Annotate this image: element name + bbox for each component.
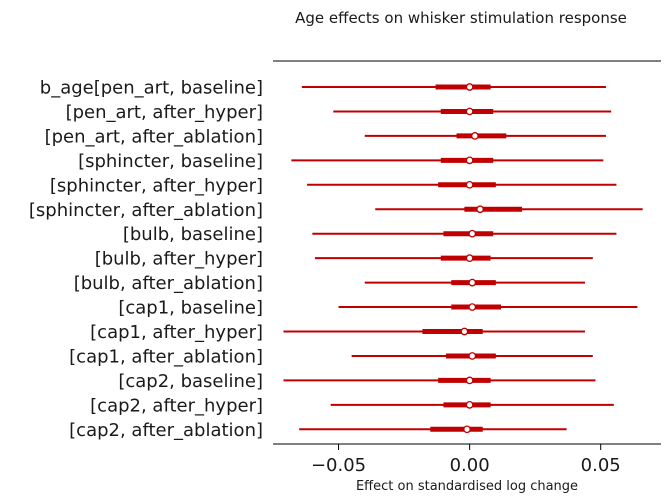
point-estimate-marker [465,376,474,385]
x-tick-label: 0.00 [450,455,490,476]
row-label: [cap2, after_ablation] [69,420,263,441]
point-estimate-marker [468,278,477,287]
point-estimate-marker [468,352,477,360]
row-label: b_age[pen_art, baseline] [40,78,263,99]
row-label: [pen_art, after_hyper] [66,102,263,123]
forest-row: [bulb, after_hyper] [95,249,593,270]
forest-row: [sphincter, after_ablation] [29,200,643,221]
chart-title: Age effects on whisker stimulation respo… [295,9,627,27]
forest-row: [cap1, after_hyper] [90,322,585,343]
row-label: [cap1, after_ablation] [69,346,263,367]
forest-row: [sphincter, baseline] [78,151,604,172]
point-estimate-marker [468,229,477,238]
point-estimate-marker [476,205,484,214]
point-estimate-marker [463,425,471,434]
forest-rows: b_age[pen_art, baseline] [pen_art, after_… [29,78,643,441]
row-label: [bulb, baseline] [123,224,263,245]
row-label: [bulb, after_ablation] [74,273,263,294]
x-tick-label: 0.05 [581,455,621,476]
point-estimate-marker [465,180,474,189]
forest-row: [bulb, baseline] [123,224,617,245]
point-estimate-marker [465,400,474,409]
forest-row: [cap2, after_hyper] [90,395,614,416]
point-estimate-marker [468,303,477,311]
forest-row: [cap2, baseline] [118,371,596,392]
point-estimate-marker [465,254,474,262]
row-label: [sphincter, after_ablation] [29,200,263,221]
x-axis: −0.05 0.00 0.05 [311,444,621,476]
forest-row: [pen_art, after_hyper] [66,102,612,123]
forest-row: [cap1, after_ablation] [69,346,593,367]
row-label: [sphincter, after_hyper] [50,175,263,196]
forest-row: [bulb, after_ablation] [74,273,585,294]
point-estimate-marker [465,156,474,165]
row-label: [cap2, baseline] [118,371,263,392]
point-estimate-marker [465,107,474,116]
row-label: [cap1, after_hyper] [90,322,263,343]
point-estimate-marker [465,83,474,91]
x-axis-label: Effect on standardised log change [356,479,578,494]
row-label: [sphincter, baseline] [78,151,263,172]
forest-row: b_age[pen_art, baseline] [40,78,606,99]
x-tick-label: −0.05 [311,455,366,476]
forest-row: [pen_art, after_ablation] [45,126,606,147]
row-label: [cap2, after_hyper] [90,395,263,416]
point-estimate-marker [460,327,469,336]
forest-row: [cap1, baseline] [118,298,638,319]
point-estimate-marker [471,132,479,140]
row-label: [cap1, baseline] [118,298,263,319]
row-label: [bulb, after_hyper] [95,249,263,270]
forest-row: [cap2, after_ablation] [69,420,567,441]
forest-row: [sphincter, after_hyper] [50,175,617,196]
row-label: [pen_art, after_ablation] [45,126,263,147]
